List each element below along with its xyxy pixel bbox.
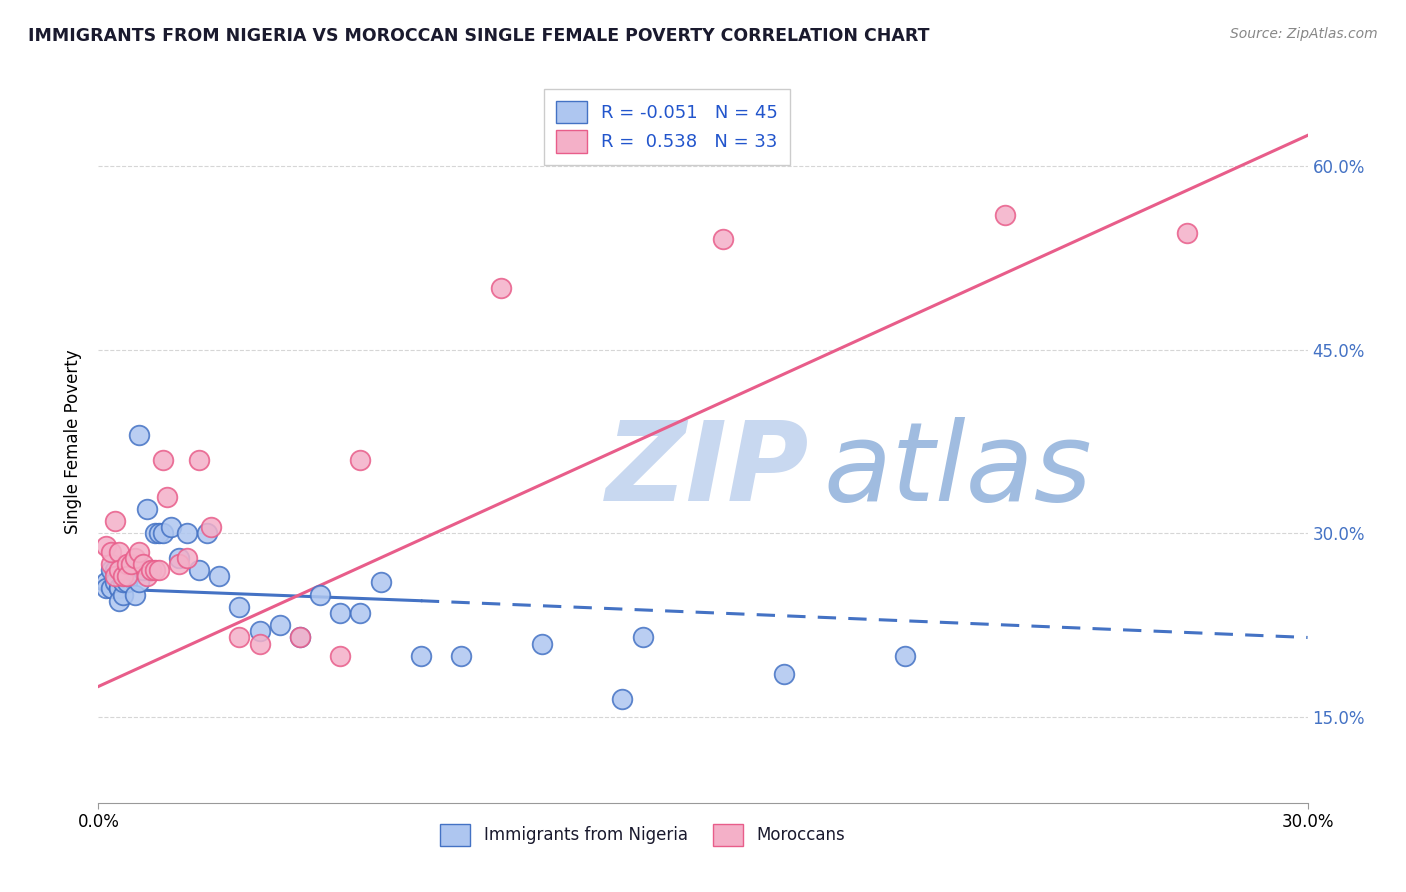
Point <box>124 588 146 602</box>
Point <box>160 520 183 534</box>
Point <box>143 563 166 577</box>
Point <box>349 453 371 467</box>
Point <box>288 631 311 645</box>
Y-axis label: Single Female Poverty: Single Female Poverty <box>65 350 83 533</box>
Point <box>612 691 634 706</box>
Point <box>370 575 392 590</box>
Point <box>994 208 1017 222</box>
Point <box>208 569 231 583</box>
Point <box>115 569 138 583</box>
Point <box>128 575 150 590</box>
Point <box>103 575 125 590</box>
Point <box>631 631 654 645</box>
Point <box>249 624 271 639</box>
Point <box>124 563 146 577</box>
Point <box>111 575 134 590</box>
Point <box>152 526 174 541</box>
Text: IMMIGRANTS FROM NIGERIA VS MOROCCAN SINGLE FEMALE POVERTY CORRELATION CHART: IMMIGRANTS FROM NIGERIA VS MOROCCAN SING… <box>28 27 929 45</box>
Point <box>128 545 150 559</box>
Point <box>176 550 198 565</box>
Point <box>135 502 157 516</box>
Point <box>143 526 166 541</box>
Point <box>329 648 352 663</box>
Point <box>288 631 311 645</box>
Point <box>139 563 162 577</box>
Point <box>107 582 129 596</box>
Point <box>188 453 211 467</box>
Point <box>107 545 129 559</box>
Point <box>120 563 142 577</box>
Point <box>100 545 122 559</box>
Point <box>228 599 250 614</box>
Point <box>139 563 162 577</box>
Point <box>107 593 129 607</box>
Point <box>111 569 134 583</box>
Point <box>96 539 118 553</box>
Point <box>156 490 179 504</box>
Point <box>124 550 146 565</box>
Point <box>103 514 125 528</box>
Point <box>188 563 211 577</box>
Point <box>148 526 170 541</box>
Point <box>450 648 472 663</box>
Point <box>100 557 122 571</box>
Point <box>148 563 170 577</box>
Point <box>96 575 118 590</box>
Point <box>491 281 513 295</box>
Point <box>530 637 553 651</box>
Point <box>115 569 138 583</box>
Point <box>329 606 352 620</box>
Text: ZIP: ZIP <box>606 417 810 524</box>
Point <box>135 569 157 583</box>
Point <box>100 582 122 596</box>
Point <box>167 557 190 571</box>
Point <box>115 575 138 590</box>
Point <box>228 631 250 645</box>
Point <box>132 557 155 571</box>
Point <box>100 563 122 577</box>
Point <box>120 557 142 571</box>
Point <box>107 582 129 596</box>
Point <box>711 232 734 246</box>
Point <box>132 563 155 577</box>
Point <box>269 618 291 632</box>
Legend: Immigrants from Nigeria, Moroccans: Immigrants from Nigeria, Moroccans <box>433 818 852 852</box>
Point <box>893 648 915 663</box>
Point <box>128 428 150 442</box>
Point <box>111 588 134 602</box>
Point <box>96 582 118 596</box>
Point <box>772 667 794 681</box>
Point <box>152 453 174 467</box>
Point <box>309 588 332 602</box>
Text: atlas: atlas <box>824 417 1092 524</box>
Point <box>115 557 138 571</box>
Point <box>1175 227 1198 241</box>
Point <box>176 526 198 541</box>
Point <box>103 563 125 577</box>
Point <box>249 637 271 651</box>
Point <box>195 526 218 541</box>
Text: Source: ZipAtlas.com: Source: ZipAtlas.com <box>1230 27 1378 41</box>
Point <box>349 606 371 620</box>
Point <box>167 550 190 565</box>
Point <box>200 520 222 534</box>
Point <box>103 569 125 583</box>
Point <box>409 648 432 663</box>
Point <box>107 563 129 577</box>
